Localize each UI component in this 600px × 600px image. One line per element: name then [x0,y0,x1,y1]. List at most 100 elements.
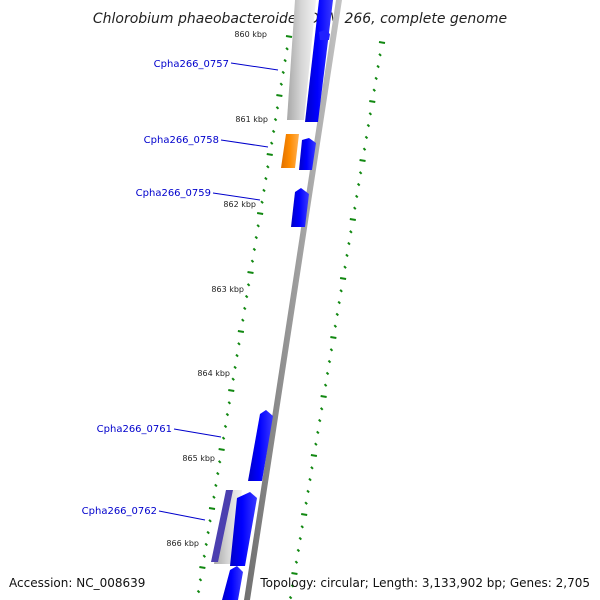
outer-track-dash [316,430,320,435]
inner-track-dash [254,235,258,240]
outer-track-dash [314,442,318,446]
gene-name-link[interactable]: Cpha266_0762 [82,506,157,517]
gene-label-cpha266-0761[interactable]: Cpha266_0761 [97,424,222,438]
outer-track-dash [288,595,293,600]
gene-arrow-cpha266-0759[interactable] [291,188,309,227]
inner-track-dash [221,436,226,440]
outer-track-dash [374,76,378,81]
outer-track-dash [310,466,314,470]
gene-name-link[interactable]: Cpha266_0757 [154,59,229,70]
outer-track-dash [376,64,380,69]
gene-label-cpha266-0758[interactable]: Cpha266_0758 [144,135,269,148]
gene-arrow-cpha266-0762[interactable] [230,492,257,566]
inner-track-dash [241,318,245,322]
inner-track-dash [235,353,239,358]
inner-track-dash [233,365,237,370]
inner-track-dash [208,507,216,510]
inner-track-dash [223,424,228,429]
inner-track-dash [260,200,264,204]
inner-track-dash [206,530,210,535]
kbp-scale-labels: 860 kbp 861 kbp 862 kbp 863 kbp 864 kbp … [166,30,268,548]
inner-track-dash [283,58,287,63]
inner-track-dash [285,47,289,51]
inner-track-dash [199,566,206,569]
gene-label-cpha266-0762[interactable]: Cpha266_0762 [82,506,206,521]
inner-track-dash [247,271,254,274]
genome-summary-text: Topology: circular; Length: 3,133,902 bp… [259,576,590,590]
gene-arrow-cpha266-0758-blue[interactable] [299,138,316,170]
outer-track-dash [378,41,386,44]
outer-track-dash [323,383,328,387]
outer-track-dash [355,194,359,199]
outer-track-dash [325,371,330,376]
gene-leader-line [173,428,222,438]
inner-track-dash [279,82,284,86]
gene-arrow-cpha266-0762-purple[interactable] [211,490,233,562]
gene-arrow-cpha266-0757[interactable] [305,0,333,122]
outer-track-dash [291,572,298,575]
inner-track-dash [256,212,264,215]
gene-arrow-cpha266-0758[interactable] [281,134,299,168]
kbp-tick-label: 863 kbp [211,285,244,294]
genome-backbone [244,0,342,600]
accession-text: Accession: NC_008639 [9,576,145,590]
gene-name-link[interactable]: Cpha266_0759 [136,188,211,199]
inner-track-dash [198,578,203,582]
inner-track-dash [196,589,201,594]
outer-track-dash [296,548,301,553]
outer-track-dash [362,147,367,151]
inner-track-dash [225,412,230,417]
inner-track-dash [237,330,245,333]
gene-arrow-partial[interactable] [222,566,243,600]
outer-track-dash [327,359,332,364]
inner-track-dash [208,519,212,523]
inner-track-dash [228,389,235,392]
grey-gene-bar [287,0,316,120]
outer-track-dash [335,312,339,317]
backbone-band [244,0,342,600]
inner-track-dash [281,70,285,75]
outer-track-dash [298,536,302,541]
gene-arrow-cpha266-0761[interactable] [248,410,273,481]
outer-track-dash [330,336,337,339]
kbp-tick-label: 865 kbp [182,454,215,463]
outer-track-dash [337,300,341,305]
inner-track-dash [266,165,270,169]
inner-track-dash [262,188,266,193]
outer-track-dash [290,584,295,588]
inner-track-dash [231,377,235,381]
kbp-tick-label: 861 kbp [235,115,268,124]
outer-track-dash [318,418,322,423]
outer-track-dash [300,525,304,529]
gene-name-link[interactable]: Cpha266_0761 [97,424,172,435]
inner-track-dash [214,483,218,488]
inner-track-dash [252,247,257,252]
outer-track-dash [306,489,310,494]
inner-track-dash [264,176,268,181]
outer-track-dash [329,348,334,352]
gene-arrow-head[interactable] [319,30,330,40]
outer-track-dash [345,253,349,258]
gene-label-group: Cpha266_0757 Cpha266_0758 Cpha266_0759 C… [82,59,279,521]
inner-track-dash [250,259,255,263]
kbp-tick-label: 866 kbp [166,539,199,548]
inner-track-dash [202,554,207,558]
outer-track-dash [339,289,343,293]
outer-track-dash [372,88,376,92]
inner-track-dash [266,153,273,156]
gene-arrow-track [211,0,333,600]
outer-track-dash [353,206,357,210]
gene-label-cpha266-0759[interactable]: Cpha266_0759 [136,188,261,201]
gene-label-cpha266-0757[interactable]: Cpha266_0757 [154,59,279,71]
inner-track-dash [237,342,241,346]
outer-track-dash [364,135,369,140]
outer-track-dash [304,501,308,505]
outer-track-dash [349,218,356,221]
gene-name-link[interactable]: Cpha266_0758 [144,135,219,146]
outer-track-dash [310,454,318,457]
kbp-tick-label: 862 kbp [223,200,256,209]
inner-track-dash [218,448,225,451]
inner-track-dash [271,129,276,134]
